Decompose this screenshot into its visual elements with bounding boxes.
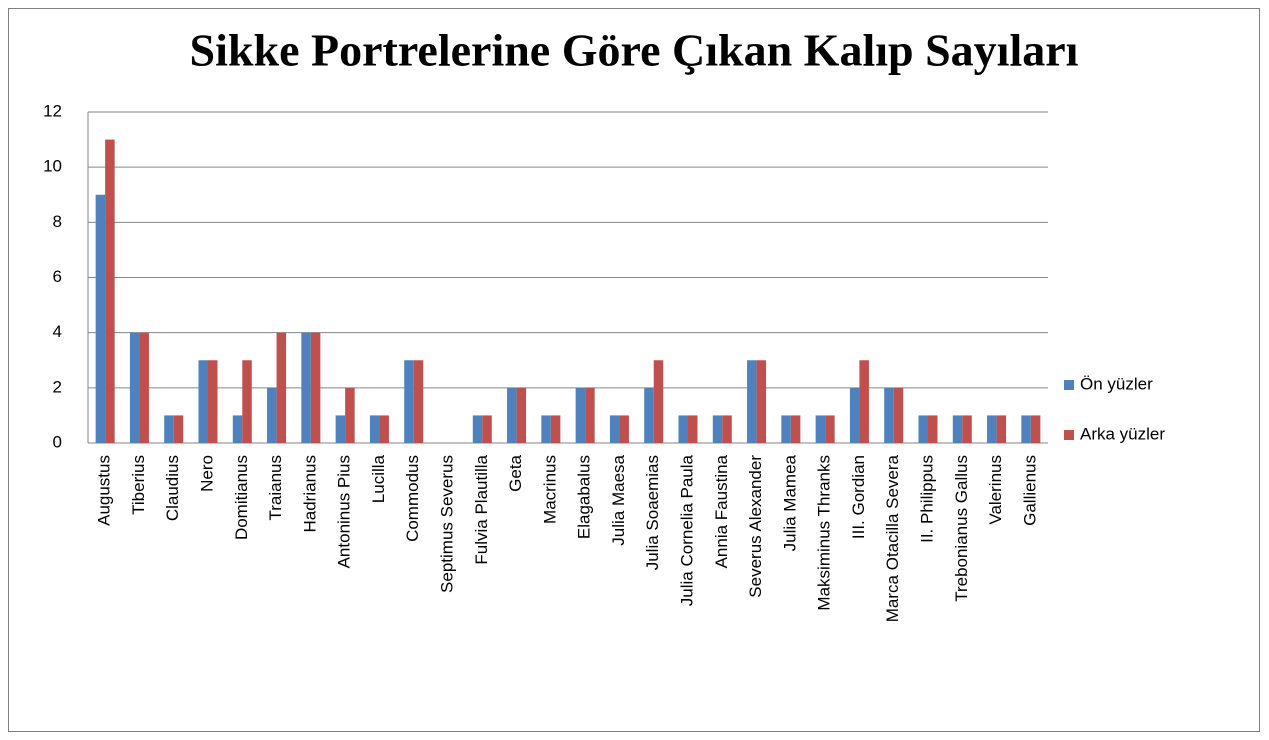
- bar: [541, 415, 551, 443]
- x-tick-label: Elagabalus: [575, 455, 594, 539]
- bar: [276, 332, 287, 443]
- x-tick-label: Augustus: [95, 455, 114, 526]
- x-tick-label: Septimus Severus: [437, 455, 456, 593]
- bar: [722, 415, 732, 443]
- x-tick-label: Annia Faustina: [712, 454, 731, 568]
- y-tick-label: 12: [43, 101, 62, 120]
- x-tick-label: Domitianus: [232, 455, 251, 540]
- bar: [815, 415, 826, 443]
- x-tick-label: Julia Mamea: [780, 454, 799, 551]
- y-tick-label: 0: [53, 432, 62, 451]
- legend-label: Ön yüzler: [1080, 374, 1153, 393]
- chart-title: Sikke Portrelerine Göre Çıkan Kalıp Sayı…: [190, 25, 1079, 76]
- bar: [884, 387, 894, 443]
- bar: [653, 360, 664, 443]
- bar: [516, 387, 527, 443]
- y-tick-label: 4: [53, 322, 62, 341]
- chart-frame: [8, 8, 1260, 732]
- x-tick-label: Valerinus: [986, 455, 1005, 525]
- bar: [472, 415, 483, 443]
- bar: [335, 415, 346, 443]
- x-tick-label: Geta: [506, 454, 525, 491]
- x-tick-label: Fulvia Plautilla: [472, 454, 491, 564]
- x-tick-label: Hadrianus: [300, 455, 319, 533]
- x-tick-label: Julia Maesa: [609, 454, 628, 545]
- x-tick-label: Severus Alexander: [746, 455, 765, 598]
- bar: [369, 415, 380, 443]
- x-tick-label: III. Gordian: [849, 455, 868, 539]
- bar: [747, 360, 757, 443]
- bar: [609, 415, 620, 443]
- bar: [345, 387, 355, 443]
- bar: [1030, 415, 1041, 443]
- x-tick-label: Trebonianus Gallus: [952, 455, 971, 602]
- x-tick-label: Julia Soaemias: [643, 455, 662, 570]
- bar: [1021, 415, 1031, 443]
- x-tick-label: Traianus: [266, 455, 285, 521]
- bar: [267, 387, 277, 443]
- bar: [139, 332, 149, 443]
- bar: [619, 415, 629, 443]
- x-tick-label: Nero: [197, 455, 216, 492]
- bar: [482, 415, 492, 443]
- bar: [105, 139, 115, 444]
- bar: [952, 415, 963, 443]
- bar: [893, 387, 904, 443]
- bar: [712, 415, 723, 443]
- bar: [164, 415, 174, 443]
- bar: [849, 387, 860, 443]
- bar: [825, 415, 835, 443]
- y-tick-label: 8: [53, 212, 62, 231]
- bar: [379, 415, 389, 443]
- x-tick-label: Marca Otacilla Severa: [883, 454, 902, 622]
- bar: [550, 415, 561, 443]
- x-tick-label: Lucilla: [369, 454, 388, 503]
- legend-swatch: [1064, 430, 1074, 440]
- bar: [644, 387, 654, 443]
- y-tick-label: 6: [53, 267, 62, 286]
- bar: [756, 360, 767, 443]
- x-tick-label: Macrinus: [540, 455, 559, 524]
- x-tick-label: Julia Cornelia Paula: [677, 454, 696, 606]
- bar: [198, 360, 208, 443]
- bar: [507, 387, 517, 443]
- bar: [790, 415, 801, 443]
- bar: [859, 360, 869, 443]
- x-tick-label: Gallienus: [1020, 455, 1039, 526]
- x-tick-label: Tiberius: [129, 455, 148, 515]
- x-tick-label: Claudius: [163, 455, 182, 521]
- bar: [928, 415, 938, 443]
- x-tick-label: Antoninus Pius: [335, 455, 354, 568]
- y-tick-label: 10: [43, 157, 62, 176]
- x-tick-label: Commodus: [403, 455, 422, 542]
- bar: [413, 360, 424, 443]
- bar: [585, 387, 595, 443]
- bar: [95, 194, 106, 443]
- y-tick-label: 2: [53, 377, 62, 396]
- bar: [987, 415, 997, 443]
- bar: [678, 415, 688, 443]
- bar: [962, 415, 972, 443]
- bar: [575, 387, 586, 443]
- bar: [404, 360, 414, 443]
- bar: [688, 415, 698, 443]
- bar: [232, 415, 243, 443]
- x-tick-label: Maksiminus Thranks: [815, 455, 834, 611]
- bar: [173, 415, 184, 443]
- bar: [208, 360, 218, 443]
- bar: [301, 332, 311, 443]
- bar: [996, 415, 1007, 443]
- legend-swatch: [1064, 380, 1074, 390]
- legend-label: Arka yüzler: [1080, 424, 1165, 443]
- bar: [310, 332, 321, 443]
- x-tick-label: II. Philippus: [917, 455, 936, 543]
- bar: [918, 415, 928, 443]
- bar: [129, 332, 140, 443]
- bar: [242, 360, 252, 443]
- bar: [781, 415, 791, 443]
